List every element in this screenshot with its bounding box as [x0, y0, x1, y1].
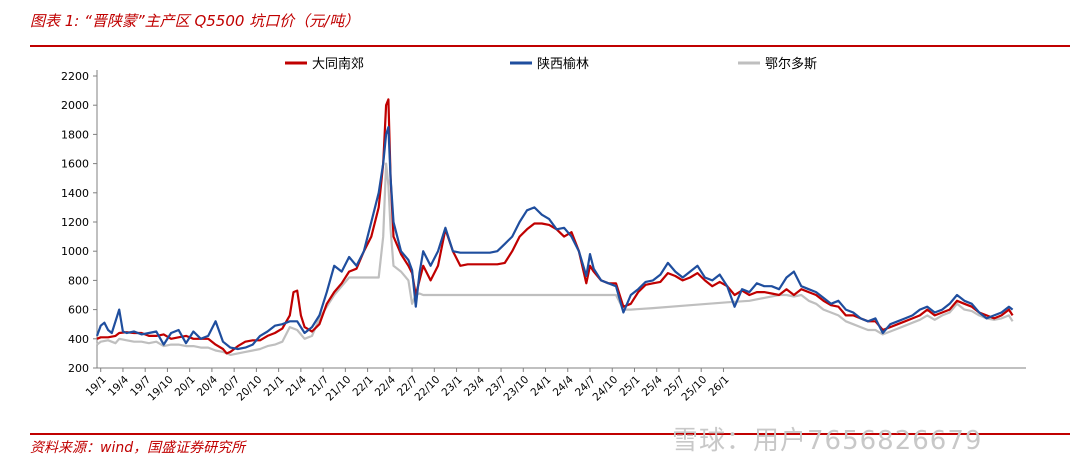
x-tick-label: 19/1 — [84, 374, 109, 399]
x-tick-label: 24/4 — [551, 373, 576, 398]
bottom-divider — [30, 433, 1070, 435]
figure-title: 图表 1: “晋陕蒙”主产区 Q5500 坑口价（元/吨） — [30, 12, 360, 30]
y-tick-label: 1600 — [61, 158, 89, 171]
x-tick-label: 24/10 — [590, 374, 620, 404]
y-tick-label: 2000 — [61, 99, 89, 112]
x-tick-label: 19/10 — [146, 374, 176, 404]
y-tick-label: 800 — [68, 274, 89, 287]
series-line-0 — [96, 98, 1014, 355]
top-divider — [30, 45, 1070, 47]
y-tick-label: 1000 — [61, 245, 89, 258]
y-tick-label: 1400 — [61, 187, 89, 200]
x-tick-label: 20/1 — [173, 374, 198, 399]
x-tick-label: 25/4 — [640, 373, 665, 398]
y-tick-label: 1200 — [61, 216, 89, 229]
x-tick-label: 26/1 — [706, 374, 731, 399]
series-line-2 — [96, 162, 1014, 356]
y-tick-label: 2200 — [61, 70, 89, 83]
watermark: 雪球：用户7656826679 — [672, 426, 983, 456]
x-tick-label: 25/1 — [617, 374, 642, 399]
x-tick-label: 24/1 — [528, 374, 553, 399]
x-tick-label: 21/10 — [324, 374, 354, 404]
legend-label: 鄂尔多斯 — [765, 56, 817, 72]
x-tick-label: 21/4 — [284, 373, 309, 398]
x-tick-label: 25/10 — [679, 374, 709, 404]
y-tick-label: 400 — [68, 333, 89, 346]
x-tick-label: 20/4 — [195, 373, 220, 398]
y-tick-label: 1800 — [61, 128, 89, 141]
y-tick-label: 600 — [68, 304, 89, 317]
x-tick-label: 22/1 — [351, 374, 376, 399]
x-tick-label: 19/4 — [106, 373, 131, 398]
x-tick-label: 23/4 — [462, 373, 487, 398]
x-tick-label: 22/4 — [373, 373, 398, 398]
series-line-1 — [95, 126, 1014, 351]
x-tick-label: 22/10 — [413, 374, 443, 404]
y-tick-label: 200 — [68, 362, 89, 375]
legend-label: 大同南郊 — [312, 56, 364, 72]
x-tick-label: 20/10 — [235, 374, 265, 404]
source-note: 资料来源：wind，国盛证券研究所 — [30, 440, 246, 456]
legend-label: 陕西榆林 — [537, 57, 589, 72]
x-tick-label: 21/1 — [262, 374, 287, 399]
x-tick-label: 23/1 — [440, 374, 465, 399]
x-tick-label: 23/10 — [502, 374, 532, 404]
